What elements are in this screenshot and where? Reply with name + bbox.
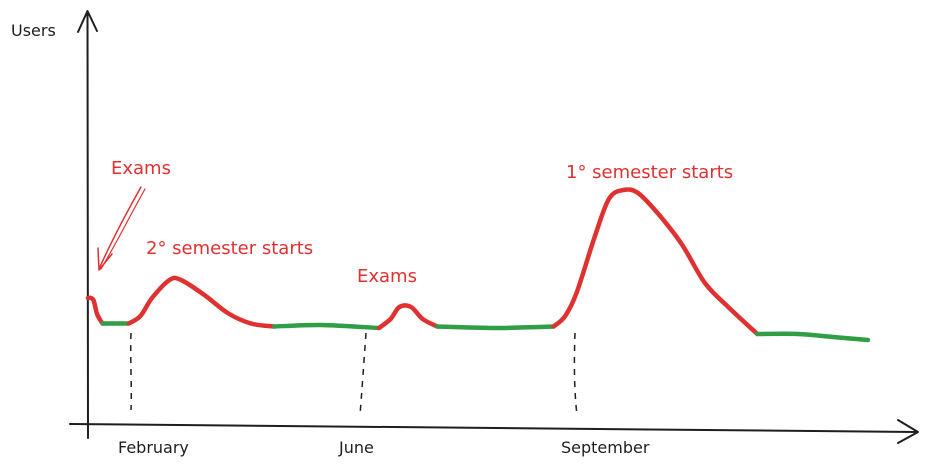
y-axis-arrowhead-icon (77, 10, 98, 33)
annotation-exams-february: Exams (111, 158, 171, 179)
annotation-second-semester: 2° semester starts (146, 238, 313, 259)
series-segment-low-usage-8 (755, 331, 871, 343)
y-axis-label: Users (11, 21, 56, 40)
series-segment-high-usage-1 (85, 295, 105, 326)
y-axis-line (86, 11, 89, 439)
x-axis-line (69, 423, 918, 433)
annotation-arrow-icon (97, 186, 146, 271)
x-tick-label-september: September (561, 438, 650, 457)
series-segment-low-usage-4 (271, 322, 382, 331)
annotation-exams-june: Exams (357, 266, 417, 287)
series-segment-low-usage-6 (434, 324, 556, 331)
february-guide-line (129, 332, 133, 411)
series-segment-high-usage-3 (126, 275, 277, 329)
series-users (85, 187, 871, 343)
series-segment-high-usage-5 (376, 303, 440, 331)
annotations: Exams 2° semester starts Exams 1° semest… (97, 158, 733, 287)
x-axis-arrowhead-icon (897, 419, 919, 444)
month-guides (129, 332, 578, 416)
x-tick-label-june: June (338, 438, 374, 457)
annotation-first-semester: 1° semester starts (566, 162, 733, 183)
series-segment-high-usage-7 (551, 187, 760, 337)
x-tick-label-february: February (118, 438, 189, 457)
june-guide-line (359, 332, 367, 416)
axes (69, 10, 919, 444)
september-guide-line (573, 332, 578, 416)
